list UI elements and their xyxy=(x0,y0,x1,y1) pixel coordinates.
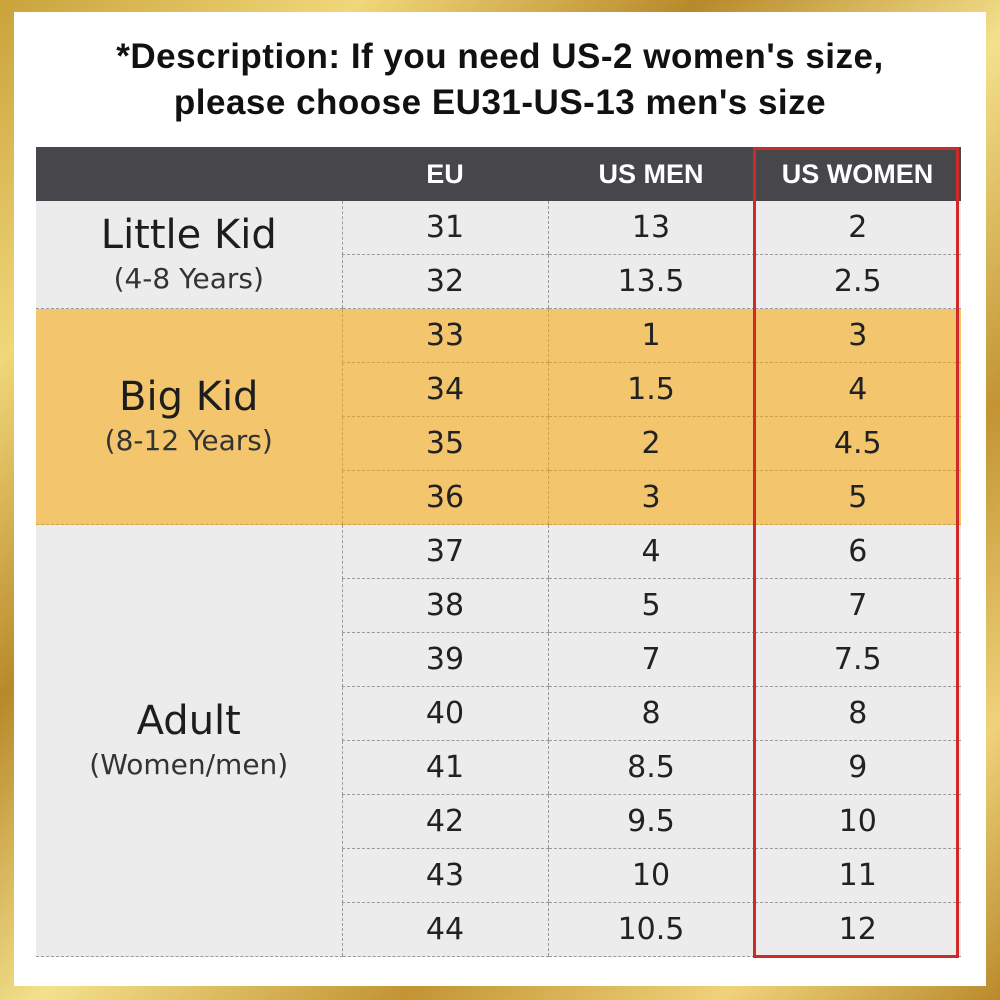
table-row: 38 5 7 xyxy=(36,578,961,633)
us-women-cell: 12 xyxy=(753,902,961,957)
us-women-cell: 6 xyxy=(753,524,961,579)
group-name: Adult xyxy=(136,697,241,744)
us-women-cell: 9 xyxy=(753,740,961,795)
table-row: 42 9.5 10 xyxy=(36,794,961,849)
us-men-cell: 13.5 xyxy=(547,254,754,309)
group-cell: Adult (Women/men) xyxy=(36,524,342,957)
table-row: 40 8 8 xyxy=(36,686,961,741)
eu-cell: 33 xyxy=(341,308,548,363)
us-men-cell: 2 xyxy=(547,416,754,471)
eu-cell: 43 xyxy=(341,848,548,903)
eu-cell: 31 xyxy=(341,201,548,255)
group-name: Little Kid xyxy=(100,211,277,258)
us-women-cell: 2 xyxy=(753,201,961,255)
table-row: 43 10 11 xyxy=(36,848,961,903)
us-men-cell: 1 xyxy=(547,308,754,363)
us-men-cell: 13 xyxy=(547,201,754,255)
table-row: Little Kid (4-8 Years) 31 13 2 xyxy=(36,201,961,309)
description-text: *Description: If you need US-2 women's s… xyxy=(14,34,986,126)
group-name: Big Kid xyxy=(119,373,259,420)
group-cell: Big Kid (8-12 Years) xyxy=(36,308,342,525)
eu-cell: 37 xyxy=(341,524,548,579)
group-cell: Little Kid (4-8 Years) xyxy=(36,201,342,309)
us-women-cell: 10 xyxy=(753,794,961,849)
us-men-cell: 10.5 xyxy=(547,902,754,957)
header-eu: EU xyxy=(342,147,548,201)
us-women-cell: 4 xyxy=(753,362,961,417)
table-row: Big Kid (8-12 Years) 33 1 3 xyxy=(36,308,961,525)
us-women-cell: 3 xyxy=(753,308,961,363)
table-body: Little Kid (4-8 Years) 31 13 2 32 13.5 2.5 Big K… xyxy=(36,201,961,957)
eu-cell: 39 xyxy=(341,632,548,687)
group-ages: (4-8 Years) xyxy=(113,261,264,295)
group-ages: (Women/men) xyxy=(89,747,289,781)
us-women-cell: 2.5 xyxy=(753,254,961,309)
us-women-cell: 7.5 xyxy=(753,632,961,687)
table-row: 35 2 4.5 xyxy=(36,416,961,471)
eu-cell: 42 xyxy=(341,794,548,849)
us-men-cell: 7 xyxy=(547,632,754,687)
us-men-cell: 4 xyxy=(547,524,754,579)
eu-cell: 44 xyxy=(341,902,548,957)
group-ages: (8-12 Years) xyxy=(104,423,273,457)
eu-cell: 34 xyxy=(341,362,548,417)
description-line-2: please choose EU31-US-13 men's size xyxy=(173,83,827,122)
us-men-cell: 5 xyxy=(547,578,754,633)
us-women-cell: 11 xyxy=(753,848,961,903)
us-men-cell: 9.5 xyxy=(547,794,754,849)
description-line-1: *Description: If you need US-2 women's s… xyxy=(116,37,884,76)
chart-frame: *Description: If you need US-2 women's s… xyxy=(14,12,986,986)
us-men-cell: 8.5 xyxy=(547,740,754,795)
us-men-cell: 8 xyxy=(547,686,754,741)
table-row: 36 3 5 xyxy=(36,470,961,525)
header-us-women: US WOMEN xyxy=(754,147,961,201)
table-row: 34 1.5 4 xyxy=(36,362,961,417)
us-women-cell: 5 xyxy=(753,470,961,525)
eu-cell: 38 xyxy=(341,578,548,633)
us-women-cell: 8 xyxy=(753,686,961,741)
eu-cell: 35 xyxy=(341,416,548,471)
header-blank xyxy=(36,147,342,201)
us-women-cell: 7 xyxy=(753,578,961,633)
table-row: 44 10.5 12 xyxy=(36,902,961,957)
eu-cell: 32 xyxy=(341,254,548,309)
table-row: 39 7 7.5 xyxy=(36,632,961,687)
us-men-cell: 1.5 xyxy=(547,362,754,417)
size-table: EU US MEN US WOMEN Little Kid (4-8 Years)… xyxy=(36,147,961,957)
table-row: 41 8.5 9 xyxy=(36,740,961,795)
us-men-cell: 3 xyxy=(547,470,754,525)
eu-cell: 36 xyxy=(341,470,548,525)
us-women-cell: 4.5 xyxy=(753,416,961,471)
table-row: Adult (Women/men) 37 4 6 xyxy=(36,524,961,957)
eu-cell: 41 xyxy=(341,740,548,795)
table-header-row: EU US MEN US WOMEN xyxy=(36,147,961,201)
header-us-men: US MEN xyxy=(548,147,754,201)
eu-cell: 40 xyxy=(341,686,548,741)
us-men-cell: 10 xyxy=(547,848,754,903)
